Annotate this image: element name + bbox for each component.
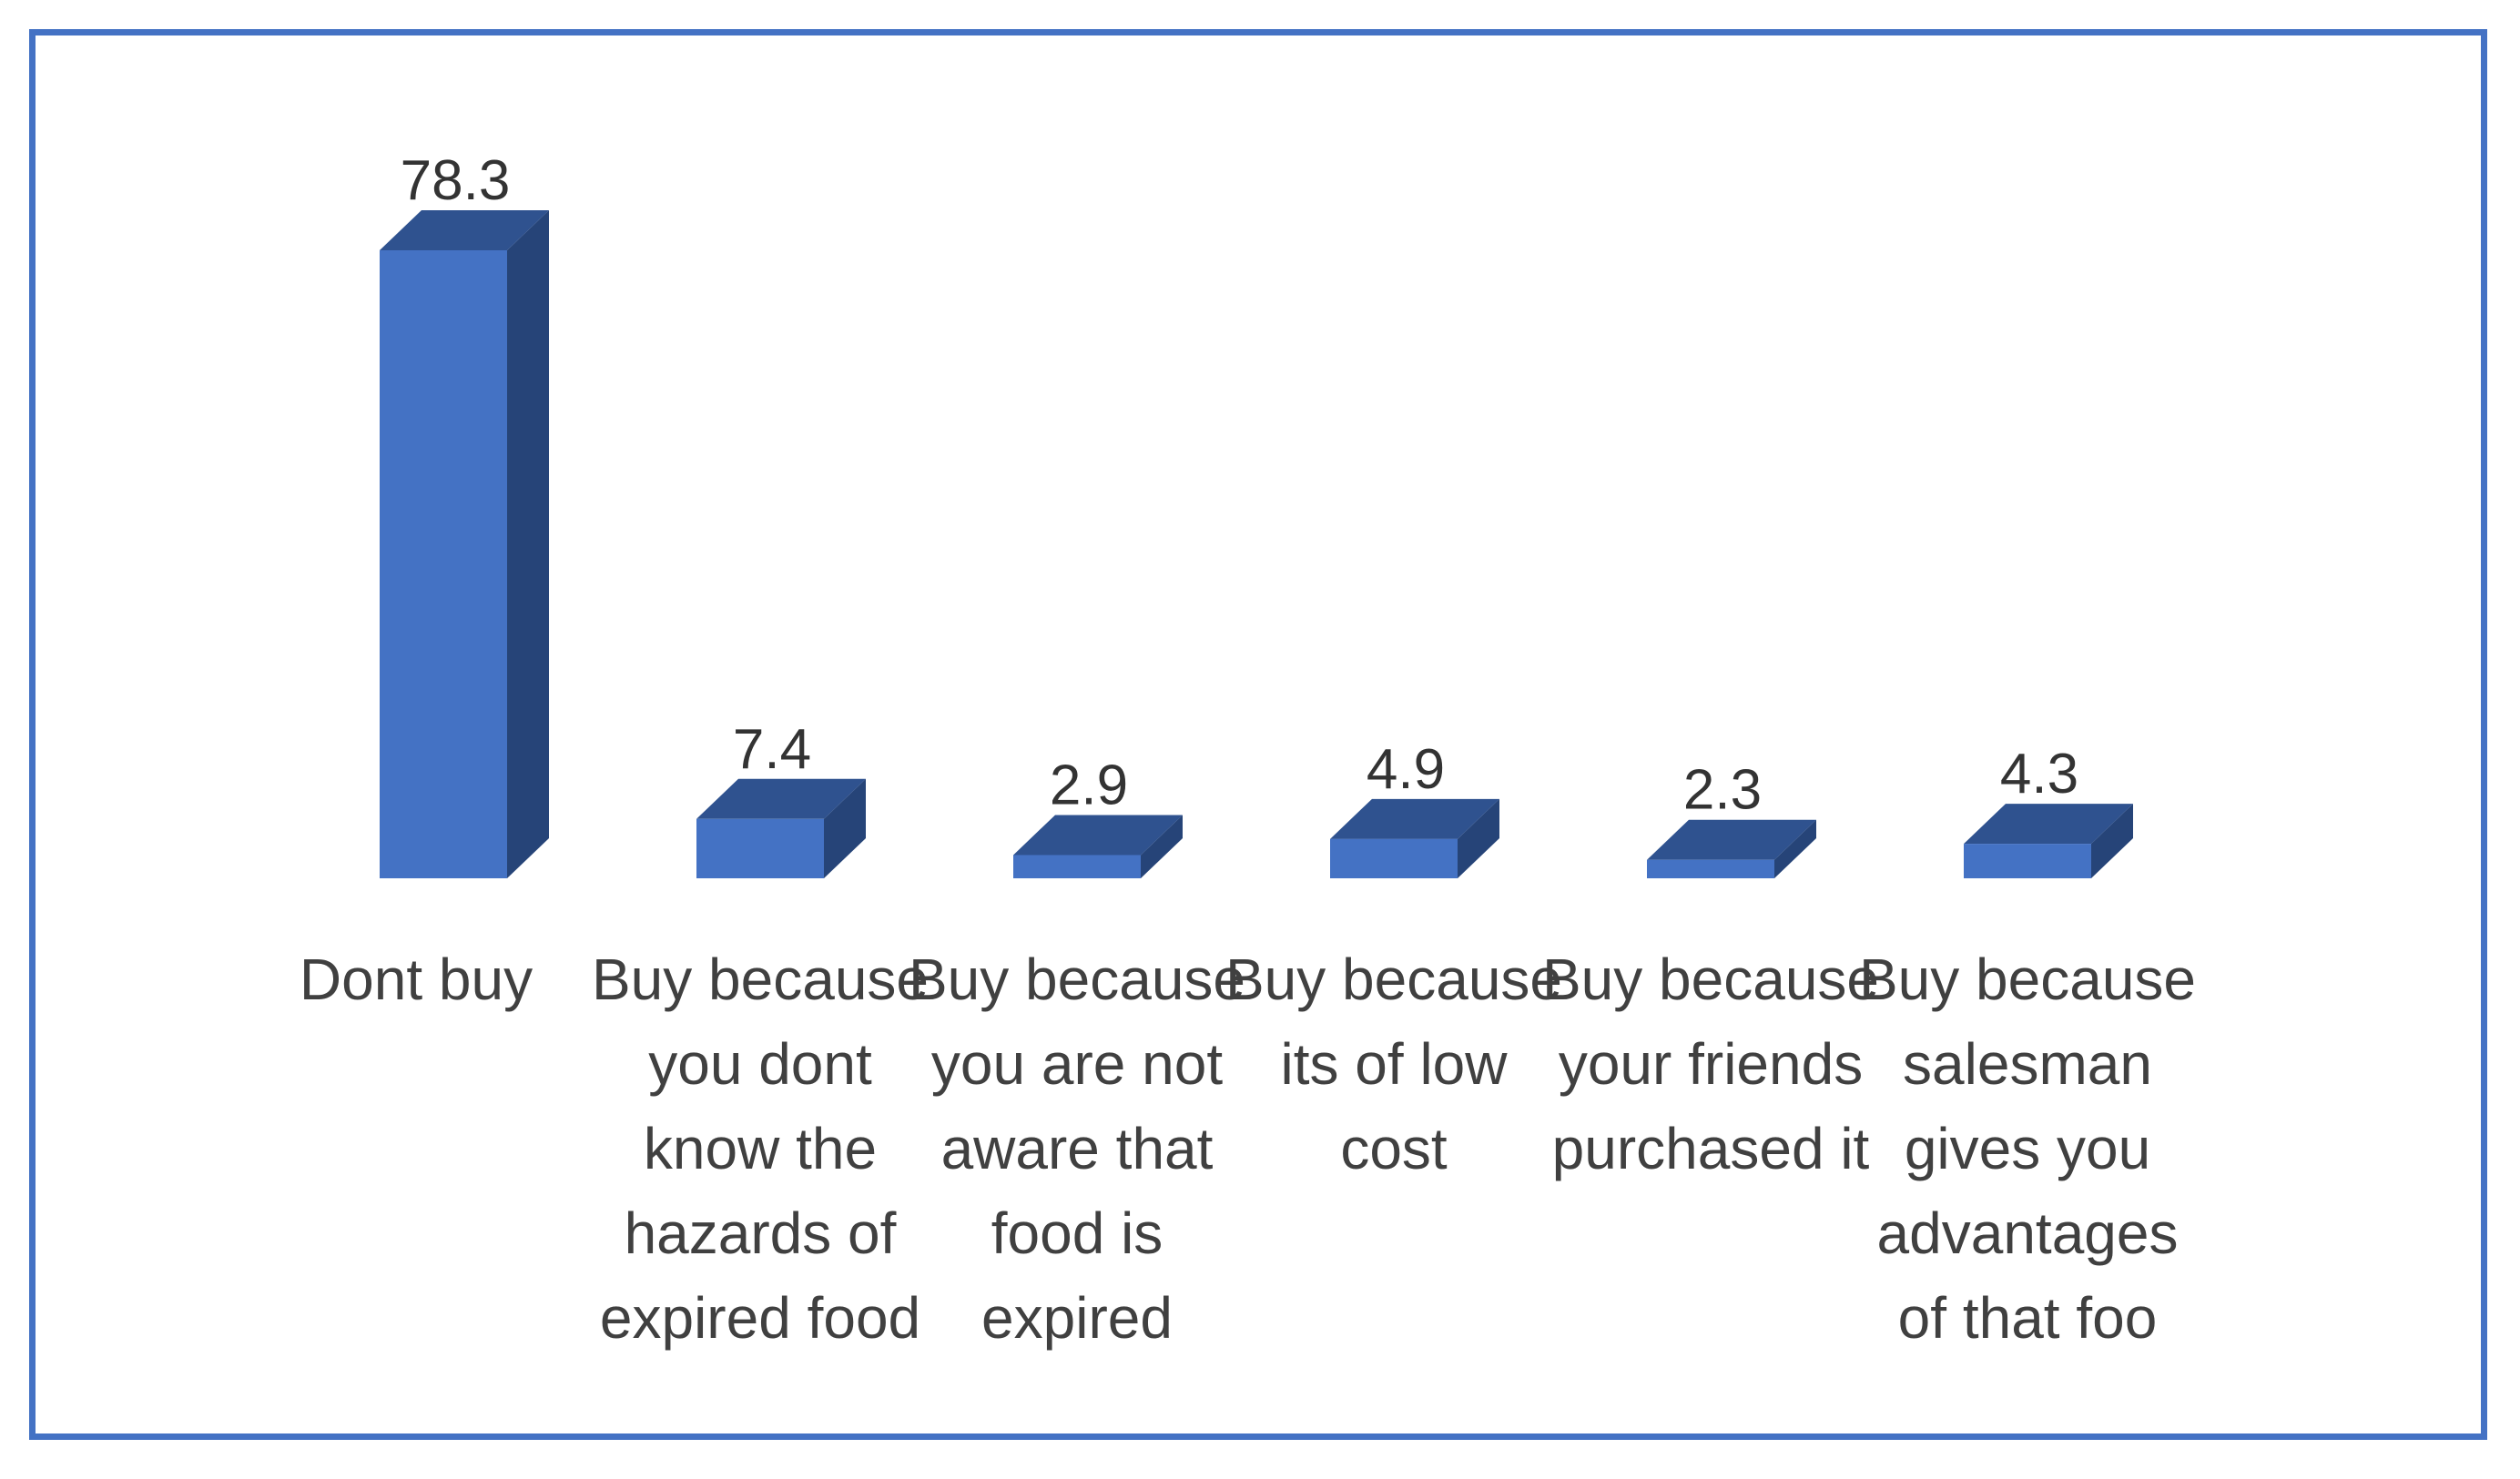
category-label-line: purchased it (1552, 1116, 1870, 1181)
category-label-line: your friends (1559, 1031, 1863, 1097)
category-label-line: aware that (941, 1116, 1214, 1181)
category-label-line: salesman (1903, 1031, 2152, 1097)
category-label-2: Buy because you dont know the hazards of exp… (592, 947, 929, 1351)
category-label-line: expired (981, 1285, 1173, 1351)
bar-6 (1964, 804, 2133, 878)
category-label-line: of that foo (1898, 1285, 2158, 1351)
value-label-3: 2.9 (1050, 754, 1128, 816)
category-label-line: Buy because (1225, 947, 1562, 1012)
category-label-5: Buy because your friends purchased it (1542, 947, 1879, 1181)
category-label-line: hazards of (625, 1200, 897, 1266)
bar-side-face (2091, 804, 2133, 878)
bar-1 (380, 210, 549, 878)
category-labels-layer: Dont buy Buy because you dont know the hazar… (300, 947, 2196, 1351)
bar-front-face (1647, 859, 1774, 878)
category-label-line: Buy because (909, 947, 1245, 1012)
bar-side-face (1141, 815, 1183, 878)
category-label-line: Dont buy (300, 947, 533, 1012)
bar-front-face (696, 818, 824, 878)
category-label-3: Buy because you are not aware that food is e… (909, 947, 1245, 1351)
bar-2 (696, 778, 866, 878)
value-label-6: 4.3 (2000, 743, 2078, 805)
category-label-6: Buy because salesman gives you advantages of… (1859, 947, 2196, 1351)
category-label-line: you are not (931, 1031, 1223, 1097)
category-label-line: Buy because (592, 947, 929, 1012)
bar-side-face (507, 210, 549, 878)
value-labels-layer: 78.3 7.4 2.9 4.9 2.3 4.3 (401, 149, 2078, 822)
category-label-line: cost (1340, 1116, 1448, 1181)
bar-front-face (1013, 855, 1141, 878)
category-label-line: advantages (1877, 1200, 2179, 1266)
value-label-4: 4.9 (1367, 738, 1445, 801)
bar-5 (1647, 819, 1816, 878)
bar-front-face (380, 250, 507, 878)
bar-side-face (1774, 819, 1816, 878)
category-label-line: Buy because (1859, 947, 2196, 1012)
bar-4 (1330, 798, 1499, 878)
bars-layer (380, 210, 2133, 878)
category-label-line: Buy because (1542, 947, 1879, 1012)
bar-front-face (1330, 838, 1458, 878)
value-label-2: 7.4 (733, 718, 811, 781)
value-label-1: 78.3 (401, 149, 511, 212)
category-label-line: food is (991, 1200, 1163, 1266)
category-label-1: Dont buy (300, 947, 533, 1012)
bar-top-face (1013, 815, 1183, 856)
bar-top-face (1964, 804, 2133, 845)
bar-3 (1013, 815, 1183, 878)
bar-top-face (380, 210, 549, 250)
bar-top-face (1647, 819, 1816, 860)
category-label-line: know the (644, 1116, 877, 1181)
category-label-line: expired food (600, 1285, 920, 1351)
bar-side-face (1458, 798, 1499, 878)
value-label-5: 2.3 (1683, 759, 1762, 822)
bar-side-face (824, 778, 866, 878)
category-label-line: you dont (648, 1031, 872, 1097)
category-label-4: Buy because its of low cost (1225, 947, 1562, 1181)
category-label-line: its of low (1281, 1031, 1509, 1097)
bar-front-face (1964, 844, 2091, 878)
bar-top-face (1330, 798, 1499, 839)
category-label-line: gives you (1905, 1116, 2150, 1181)
bar-top-face (696, 778, 866, 819)
